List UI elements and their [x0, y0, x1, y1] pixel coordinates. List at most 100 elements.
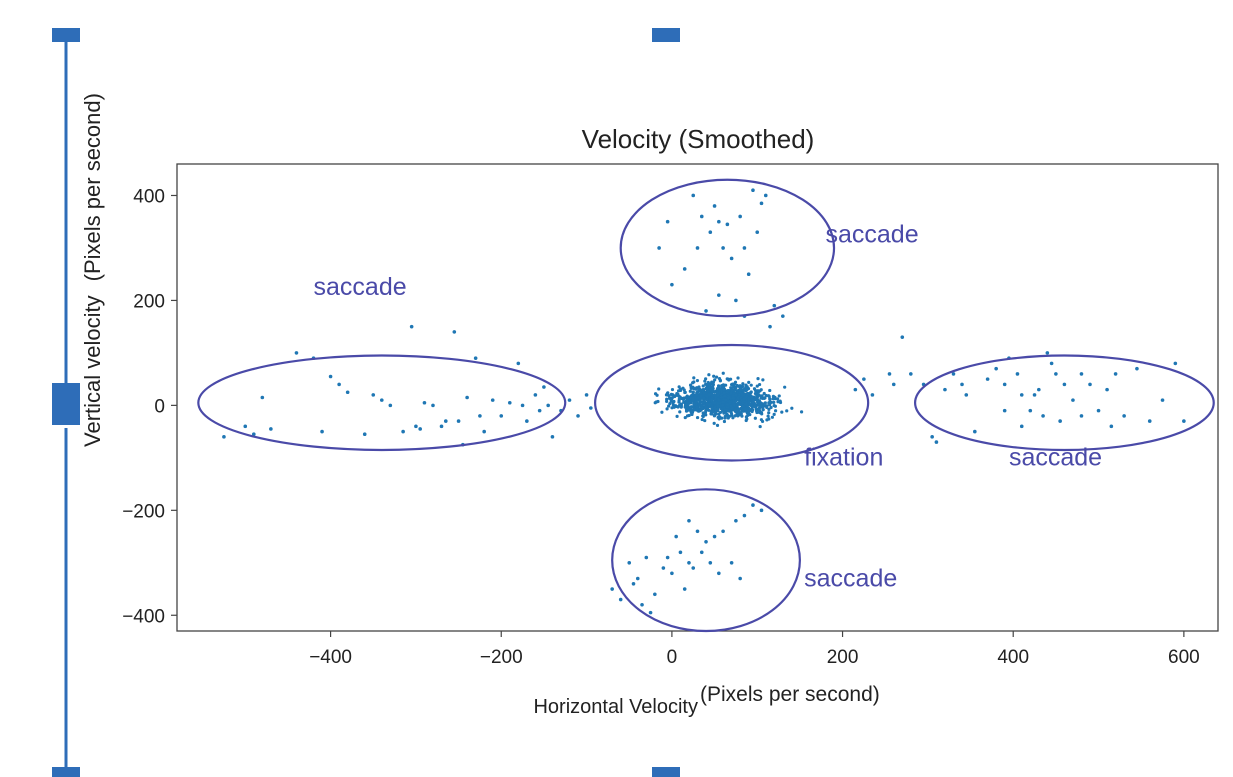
top-center-handle[interactable] — [652, 28, 680, 42]
data-point — [478, 414, 482, 418]
data-point — [657, 246, 661, 250]
data-point-fixation — [711, 409, 715, 414]
data-point-fixation — [690, 410, 695, 415]
data-point — [687, 519, 691, 523]
top-left-handle[interactable] — [52, 28, 80, 42]
data-point — [670, 571, 674, 576]
data-point — [1105, 387, 1109, 392]
data-point-fixation — [771, 394, 775, 398]
data-point-fixation — [712, 421, 716, 425]
data-point — [742, 246, 747, 250]
cluster-ellipse — [197, 354, 567, 452]
data-point-fixation — [701, 414, 705, 418]
data-point — [328, 374, 333, 379]
data-point — [618, 597, 623, 602]
data-point-fixation — [706, 389, 710, 393]
data-point-fixation — [725, 403, 730, 407]
data-point-fixation — [755, 384, 759, 388]
data-point — [960, 382, 964, 387]
data-point — [704, 539, 708, 544]
data-point — [1088, 382, 1092, 387]
data-point — [1015, 372, 1020, 376]
data-point-fixation — [773, 397, 777, 401]
data-point — [439, 424, 444, 429]
data-point — [409, 324, 414, 329]
data-point — [1028, 408, 1033, 413]
data-point-fixation — [715, 423, 720, 427]
data-point-fixation — [731, 396, 736, 400]
data-point-fixation — [746, 391, 750, 396]
data-point-fixation — [747, 400, 751, 404]
data-point-fixation — [690, 393, 694, 397]
data-point-fixation — [768, 403, 772, 407]
data-point-fixation — [799, 410, 804, 414]
data-point-fixation — [745, 388, 749, 392]
data-point-fixation — [756, 377, 760, 381]
data-point — [674, 534, 678, 539]
data-point-fixation — [718, 415, 722, 419]
data-point-fixation — [742, 397, 747, 401]
data-point-fixation — [738, 384, 742, 388]
data-point — [1002, 408, 1007, 413]
data-point-fixation — [685, 398, 689, 402]
cluster-ellipse — [594, 343, 870, 462]
data-point-fixation — [678, 388, 683, 392]
data-point — [589, 406, 593, 410]
data-point-fixation — [722, 394, 727, 398]
data-point — [260, 395, 265, 400]
data-point-fixation — [758, 411, 762, 415]
data-point — [222, 435, 226, 439]
data-point-fixation — [749, 390, 753, 394]
data-point — [1062, 382, 1067, 387]
saccade-label: saccade — [804, 564, 897, 592]
data-point — [345, 390, 350, 395]
data-point-fixation — [678, 403, 682, 407]
data-point — [631, 581, 636, 586]
y-axis-label-unit: (Pixels per second) — [80, 93, 105, 281]
data-point-fixation — [697, 402, 701, 406]
bottom-center-handle[interactable] — [652, 767, 680, 777]
data-point-fixation — [747, 397, 751, 401]
data-point-fixation — [769, 405, 773, 410]
data-point-fixation — [687, 408, 691, 412]
data-point — [414, 424, 418, 429]
data-point-fixation — [664, 393, 669, 397]
data-point-fixation — [759, 396, 763, 400]
data-point — [443, 419, 448, 423]
x-tick-label: 400 — [997, 647, 1029, 668]
data-point-fixation — [729, 404, 733, 408]
data-point — [1173, 361, 1178, 366]
data-point-fixation — [711, 380, 716, 384]
data-point-fixation — [714, 407, 719, 411]
data-point-fixation — [695, 379, 700, 383]
data-point — [640, 602, 644, 607]
data-point-fixation — [738, 388, 742, 392]
data-point-fixation — [704, 405, 708, 409]
data-point-fixation — [669, 392, 673, 396]
bottom-left-handle[interactable] — [52, 767, 80, 777]
data-point — [1079, 414, 1084, 418]
data-point-fixation — [765, 405, 769, 409]
data-point-fixation — [730, 382, 735, 386]
data-point-fixation — [756, 389, 760, 393]
data-point-fixation — [710, 398, 714, 403]
data-point-fixation — [726, 389, 731, 393]
data-point — [1032, 393, 1037, 397]
data-point-fixation — [744, 418, 748, 423]
x-tick-label: 200 — [827, 647, 859, 668]
data-point — [1122, 414, 1126, 418]
data-point-fixation — [733, 408, 737, 413]
data-point — [533, 393, 538, 397]
data-point-fixation — [675, 414, 679, 418]
data-point-fixation — [763, 401, 767, 405]
left-middle-handle[interactable] — [52, 383, 80, 425]
data-point — [729, 256, 734, 261]
data-point — [379, 398, 384, 402]
data-point — [751, 503, 755, 507]
data-point-fixation — [718, 378, 723, 383]
data-point — [320, 429, 324, 434]
data-point-fixation — [711, 383, 715, 387]
data-point — [891, 382, 896, 387]
data-point-fixation — [683, 405, 687, 409]
data-point-fixation — [694, 387, 698, 391]
